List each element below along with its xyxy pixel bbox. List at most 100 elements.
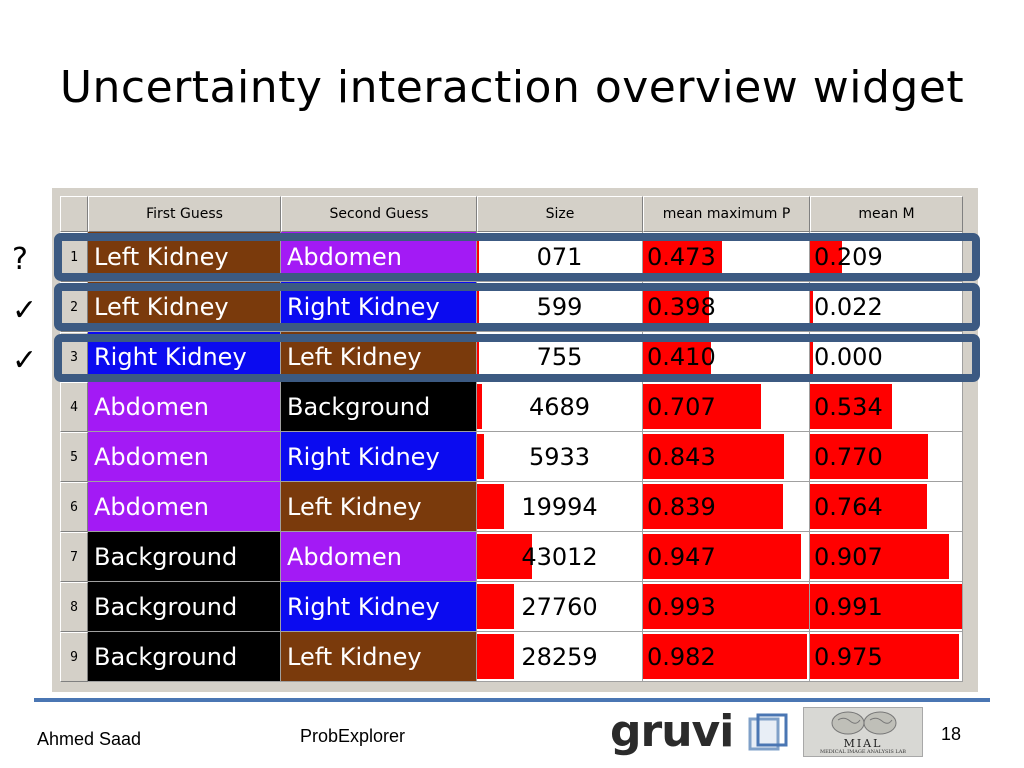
size-cell[interactable]: 43012 [477, 532, 643, 582]
row-number[interactable]: 7 [60, 532, 88, 582]
size-cell[interactable]: 28259 [477, 632, 643, 682]
second-guess-cell[interactable]: Left Kidney [281, 632, 477, 682]
gruvi-logo-text: gruvi [610, 706, 734, 757]
mean-m-cell[interactable]: 0.764 [810, 482, 963, 532]
mean-maximum-p-value: 0.982 [647, 642, 716, 671]
header-size[interactable]: Size [477, 196, 643, 232]
mean-m-bar [810, 334, 813, 379]
slide-title: Uncertainty interaction overview widget [59, 62, 965, 113]
footer-author: Ahmed Saad [37, 729, 142, 749]
footer-divider [34, 698, 990, 702]
mean-m-cell[interactable]: 0.534 [810, 382, 963, 432]
row-number[interactable]: 9 [60, 632, 88, 682]
first-guess-cell[interactable]: Abdomen [88, 482, 281, 532]
mean-m-value: 0.022 [814, 292, 883, 321]
mean-m-bar [810, 534, 949, 579]
header-mean-maximum-p[interactable]: mean maximum P [643, 196, 810, 232]
brain-icon [831, 711, 897, 735]
first-guess-cell[interactable]: Abdomen [88, 432, 281, 482]
mean-m-bar [810, 634, 960, 679]
mean-m-value: 0.975 [814, 642, 883, 671]
mean-maximum-p-bar [643, 534, 802, 579]
mean-m-bar [810, 284, 814, 329]
mean-maximum-p-bar [643, 484, 784, 529]
table-row[interactable]: 7 Background Abdomen 43012 0.947 0.907 [60, 532, 963, 582]
mean-m-value: 0.209 [814, 242, 883, 271]
size-value: 19994 [521, 492, 598, 521]
mean-m-bar [810, 434, 928, 479]
footer-tool-name: ProbExplorer [300, 726, 406, 746]
size-bar [477, 434, 484, 479]
header-second-guess[interactable]: Second Guess [281, 196, 477, 232]
table-row[interactable]: 4 Abdomen Background 4689 0.707 0.534 [60, 382, 963, 432]
size-cell[interactable]: 27760 [477, 582, 643, 632]
size-value: 4689 [528, 392, 591, 421]
table-row[interactable]: 9 Background Left Kidney 28259 0.982 0.975 [60, 632, 963, 682]
mean-m-value: 0.907 [814, 542, 883, 571]
second-guess-cell[interactable]: Right Kidney [281, 582, 477, 632]
size-bar [477, 534, 532, 579]
size-bar [477, 484, 504, 529]
size-bar [477, 634, 514, 679]
size-value: 27760 [521, 592, 598, 621]
mean-m-cell[interactable]: 0.975 [810, 632, 963, 682]
first-guess-cell[interactable]: Background [88, 632, 281, 682]
size-value: 599 [536, 292, 583, 321]
mean-maximum-p-bar [643, 584, 809, 629]
mean-maximum-p-cell[interactable]: 0.707 [643, 382, 810, 432]
second-guess-cell[interactable]: Background [281, 382, 477, 432]
mean-maximum-p-cell[interactable]: 0.947 [643, 532, 810, 582]
row-number[interactable]: 4 [60, 382, 88, 432]
row-number[interactable]: 5 [60, 432, 88, 482]
second-guess-cell[interactable]: Abdomen [281, 532, 477, 582]
size-bar [477, 584, 514, 629]
size-bar [477, 234, 479, 279]
mean-maximum-p-value: 0.947 [647, 542, 716, 571]
second-guess-cell[interactable]: Right Kidney [281, 432, 477, 482]
mean-maximum-p-value: 0.707 [647, 392, 716, 421]
mean-maximum-p-bar [643, 434, 784, 479]
size-value: 5933 [528, 442, 591, 471]
size-value: 43012 [521, 542, 598, 571]
mean-maximum-p-bar [643, 634, 807, 679]
mean-maximum-p-cell[interactable]: 0.982 [643, 632, 810, 682]
table-row[interactable]: 5 Abdomen Right Kidney 5933 0.843 0.770 [60, 432, 963, 482]
mean-m-value: 0.534 [814, 392, 883, 421]
mean-maximum-p-value: 0.473 [647, 242, 716, 271]
mean-maximum-p-value: 0.993 [647, 592, 716, 621]
mean-m-cell[interactable]: 0.991 [810, 582, 963, 632]
row-number[interactable]: 6 [60, 482, 88, 532]
table-row[interactable]: 8 Background Right Kidney 27760 0.993 0.991 [60, 582, 963, 632]
first-guess-cell[interactable]: Background [88, 582, 281, 632]
first-guess-cell[interactable]: Background [88, 532, 281, 582]
mean-m-value: 0.764 [814, 492, 883, 521]
highlight-row-2 [54, 283, 980, 331]
size-bar [477, 384, 482, 429]
mean-m-cell[interactable]: 0.907 [810, 532, 963, 582]
page-number: 18 [941, 724, 962, 744]
header-first-guess[interactable]: First Guess [88, 196, 281, 232]
mean-maximum-p-cell[interactable]: 0.843 [643, 432, 810, 482]
size-bar [477, 284, 479, 329]
table-row[interactable]: 6 Abdomen Left Kidney 19994 0.839 0.764 [60, 482, 963, 532]
mean-maximum-p-value: 0.839 [647, 492, 716, 521]
first-guess-cell[interactable]: Abdomen [88, 382, 281, 432]
row-number[interactable]: 8 [60, 582, 88, 632]
mean-maximum-p-cell[interactable]: 0.993 [643, 582, 810, 632]
mean-m-bar [810, 384, 892, 429]
mial-logo-subtitle: MEDICAL IMAGE ANALYSIS LAB [820, 749, 906, 755]
mean-m-bar [810, 484, 927, 529]
mean-maximum-p-bar [643, 384, 762, 429]
check-mark-icon: ✓ [12, 293, 38, 328]
second-guess-cell[interactable]: Left Kidney [281, 482, 477, 532]
mean-maximum-p-bar [643, 284, 710, 329]
mean-maximum-p-value: 0.843 [647, 442, 716, 471]
size-cell[interactable]: 19994 [477, 482, 643, 532]
header-mean-m[interactable]: mean M [810, 196, 963, 232]
size-cell[interactable]: 5933 [477, 432, 643, 482]
gruvi-logo-icon [748, 713, 788, 751]
mean-maximum-p-value: 0.398 [647, 292, 716, 321]
mean-m-cell[interactable]: 0.770 [810, 432, 963, 482]
mean-maximum-p-cell[interactable]: 0.839 [643, 482, 810, 532]
size-cell[interactable]: 4689 [477, 382, 643, 432]
